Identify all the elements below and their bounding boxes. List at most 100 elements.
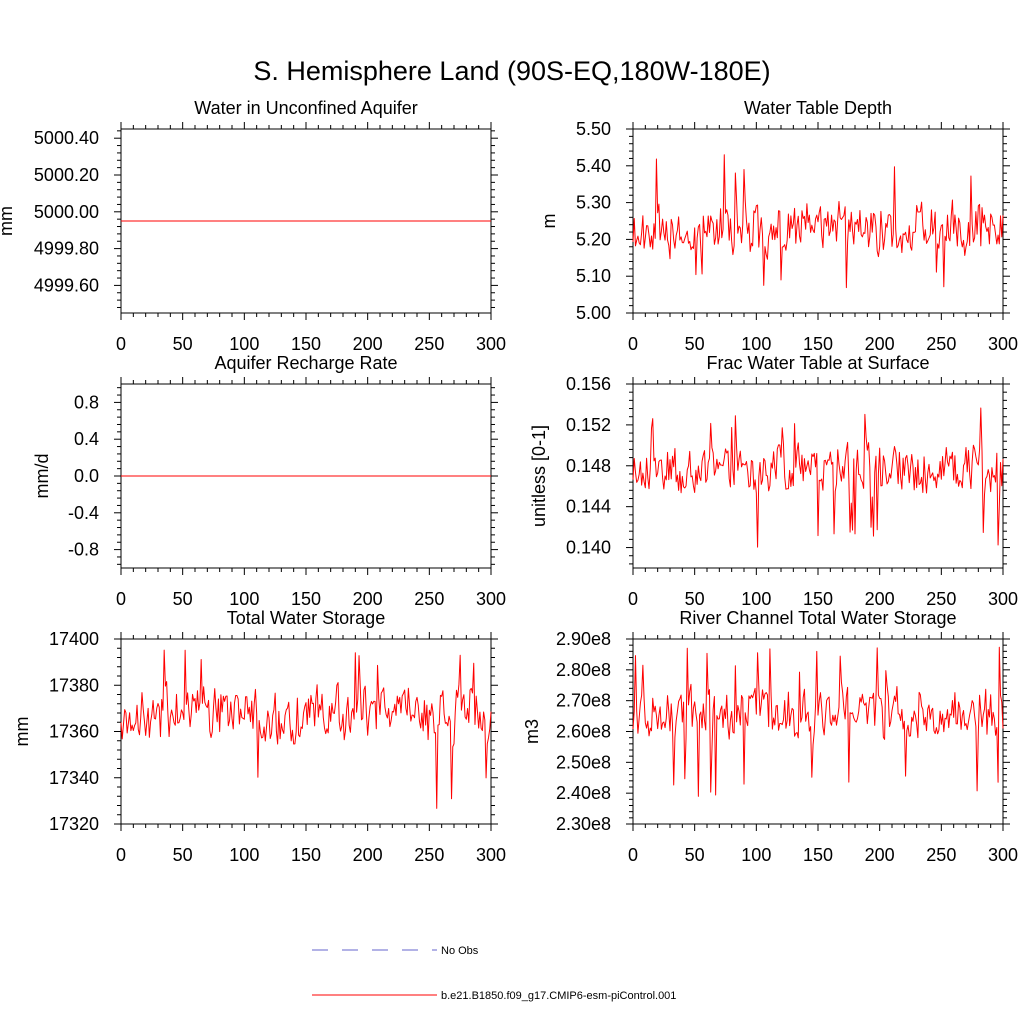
x-tick-label: 50 xyxy=(685,589,705,609)
x-tick-label: 0 xyxy=(116,589,126,609)
x-tick-label: 250 xyxy=(414,589,444,609)
x-tick-label: 50 xyxy=(173,334,193,354)
y-tick-label: 5000.40 xyxy=(34,128,99,148)
x-tick-label: 150 xyxy=(291,845,321,865)
y-tick-label: 17320 xyxy=(49,814,99,834)
y-tick-label: 2.50e8 xyxy=(556,752,611,772)
y-tick-label: 0.8 xyxy=(74,392,99,412)
x-tick-label: 300 xyxy=(476,845,506,865)
y-tick-label: 5.40 xyxy=(576,156,611,176)
y-tick-label: 5.10 xyxy=(576,266,611,286)
x-tick-label: 150 xyxy=(291,589,321,609)
y-tick-label: 17360 xyxy=(49,722,99,742)
y-tick-label: 0.140 xyxy=(566,538,611,558)
x-tick-label: 200 xyxy=(865,334,895,354)
y-axis-label: m xyxy=(539,214,559,229)
y-tick-label: 17380 xyxy=(49,675,99,695)
x-tick-label: 0 xyxy=(116,334,126,354)
x-tick-label: 300 xyxy=(988,845,1018,865)
y-tick-label: 2.70e8 xyxy=(556,691,611,711)
y-axis-label: m3 xyxy=(522,719,542,744)
x-tick-label: 250 xyxy=(926,845,956,865)
y-tick-label: -0.8 xyxy=(68,540,99,560)
x-tick-label: 50 xyxy=(685,845,705,865)
x-tick-label: 0 xyxy=(628,334,638,354)
panel-title: Aquifer Recharge Rate xyxy=(214,353,397,373)
x-tick-label: 0 xyxy=(628,845,638,865)
figure-title: S. Hemisphere Land (90S-EQ,180W-180E) xyxy=(253,56,770,86)
panel-6: River Channel Total Water Storage 0 50 100 1… xyxy=(522,608,1018,865)
panel-title: Total Water Storage xyxy=(227,608,385,628)
y-tick-label: 4999.60 xyxy=(34,275,99,295)
y-tick-label: 2.90e8 xyxy=(556,629,611,649)
x-tick-label: 100 xyxy=(741,589,771,609)
y-tick-label: 2.60e8 xyxy=(556,722,611,742)
plot-frame xyxy=(632,638,1004,825)
x-tick-label: 0 xyxy=(116,845,126,865)
y-tick-label: 5000.20 xyxy=(34,165,99,185)
y-tick-label: 4999.80 xyxy=(34,239,99,259)
panel-3: Aquifer Recharge Rate 0 50 100 150 200 250 300 -… xyxy=(32,353,506,609)
x-tick-label: 200 xyxy=(353,589,383,609)
panel-title: River Channel Total Water Storage xyxy=(679,608,956,628)
y-tick-label: 0.148 xyxy=(566,456,611,476)
legend-label-2: b.e21.B1850.f09_g17.CMIP6-esm-piControl.… xyxy=(441,990,676,1002)
x-tick-label: 200 xyxy=(353,334,383,354)
panel-4: Frac Water Table at Surface 0 50 100 150 200 2… xyxy=(529,353,1018,609)
x-tick-label: 100 xyxy=(229,845,259,865)
x-tick-label: 100 xyxy=(741,334,771,354)
y-axis-label: unitless [0-1] xyxy=(529,425,549,527)
panels: Water in Unconfined Aquifer 0 50 100 150 200 2… xyxy=(0,98,1018,865)
plot-frame xyxy=(632,383,1004,569)
panel-2: Water Table Depth 0 50 100 150 200 250 300 5.00 5… xyxy=(539,98,1018,354)
y-tick-label: 0.156 xyxy=(566,374,611,394)
y-tick-label: 0.0 xyxy=(74,466,99,486)
x-tick-label: 100 xyxy=(229,334,259,354)
y-axis-label: mm xyxy=(0,206,16,236)
panel-1: Water in Unconfined Aquifer 0 50 100 150 200 2… xyxy=(0,98,506,354)
legend-label-1: No Obs xyxy=(441,945,479,957)
x-tick-label: 50 xyxy=(173,589,193,609)
y-tick-label: 5.50 xyxy=(576,119,611,139)
y-tick-label: 2.40e8 xyxy=(556,783,611,803)
y-tick-label: 17340 xyxy=(49,768,99,788)
series-line xyxy=(632,154,1004,289)
x-tick-label: 50 xyxy=(173,845,193,865)
y-tick-label: 0.4 xyxy=(74,429,99,449)
x-tick-label: 250 xyxy=(414,334,444,354)
y-tick-label: -0.4 xyxy=(68,503,99,523)
x-tick-label: 200 xyxy=(865,845,895,865)
plot-frame xyxy=(120,638,492,825)
panel-title: Frac Water Table at Surface xyxy=(706,353,929,373)
y-axis-label: mm/d xyxy=(32,454,52,499)
x-tick-label: 250 xyxy=(926,589,956,609)
series-line xyxy=(632,646,1004,797)
x-tick-label: 150 xyxy=(803,845,833,865)
y-tick-label: 0.152 xyxy=(566,415,611,435)
y-tick-label: 2.30e8 xyxy=(556,814,611,834)
x-tick-label: 300 xyxy=(476,589,506,609)
legend: No Obs b.e21.B1850.f09_g17.CMIP6-esm-piCo… xyxy=(312,945,676,1002)
x-tick-label: 50 xyxy=(685,334,705,354)
y-tick-label: 2.80e8 xyxy=(556,660,611,680)
y-tick-label: 0.144 xyxy=(566,497,611,517)
y-tick-label: 5000.00 xyxy=(34,202,99,222)
x-tick-label: 250 xyxy=(926,334,956,354)
x-tick-label: 150 xyxy=(803,589,833,609)
x-tick-label: 300 xyxy=(988,589,1018,609)
series-line xyxy=(632,407,1004,548)
panel-title: Water Table Depth xyxy=(744,98,892,118)
x-tick-label: 100 xyxy=(741,845,771,865)
x-tick-label: 0 xyxy=(628,589,638,609)
y-tick-label: 5.00 xyxy=(576,303,611,323)
y-tick-label: 17400 xyxy=(49,629,99,649)
y-axis-label: mm xyxy=(12,717,32,747)
x-tick-label: 300 xyxy=(476,334,506,354)
x-tick-label: 300 xyxy=(988,334,1018,354)
panel-5: Total Water Storage 0 50 100 150 200 250 300 173… xyxy=(12,608,506,865)
panel-title: Water in Unconfined Aquifer xyxy=(194,98,417,118)
x-tick-label: 200 xyxy=(353,845,383,865)
x-tick-label: 150 xyxy=(291,334,321,354)
x-tick-label: 250 xyxy=(414,845,444,865)
